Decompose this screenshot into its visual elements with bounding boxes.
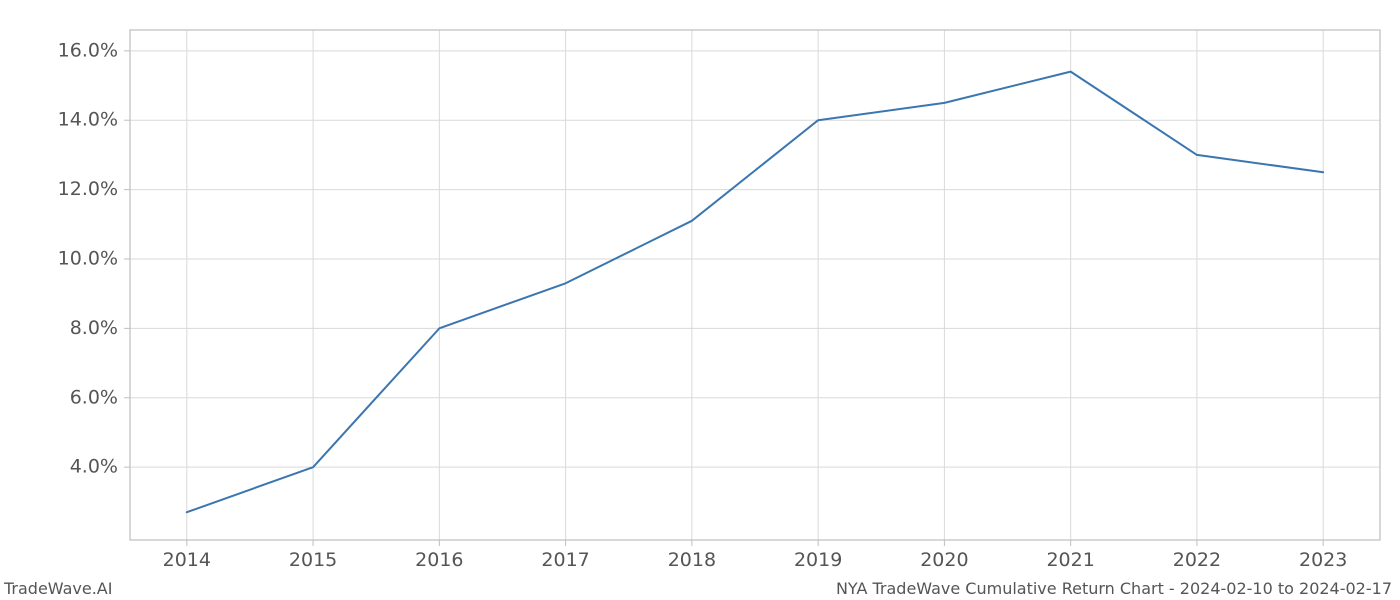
x-tick-label: 2023 xyxy=(1299,549,1347,571)
y-tick-label: 10.0% xyxy=(58,247,118,269)
x-tick-label: 2020 xyxy=(920,549,968,571)
x-tick-label: 2017 xyxy=(541,549,589,571)
x-tick-label: 2021 xyxy=(1046,549,1094,571)
footer-title: NYA TradeWave Cumulative Return Chart - … xyxy=(836,579,1392,598)
y-tick-label: 16.0% xyxy=(58,39,118,61)
line-chart: 4.0% 6.0% 8.0% 10.0% 12.0% 14.0% 16.0% 2014 2015… xyxy=(0,0,1400,600)
y-tick-label: 4.0% xyxy=(70,456,118,478)
chart-container: 4.0% 6.0% 8.0% 10.0% 12.0% 14.0% 16.0% 2014 2015… xyxy=(0,0,1400,600)
x-tick-label: 2022 xyxy=(1173,549,1221,571)
x-tick-label: 2019 xyxy=(794,549,842,571)
y-tick-label: 12.0% xyxy=(58,178,118,200)
x-tick-label: 2014 xyxy=(163,549,211,571)
y-tick-label: 14.0% xyxy=(58,109,118,131)
x-tick-label: 2018 xyxy=(668,549,716,571)
x-tick-label: 2015 xyxy=(289,549,337,571)
x-tick-label: 2016 xyxy=(415,549,463,571)
y-tick-label: 8.0% xyxy=(70,317,118,339)
y-tick-label: 6.0% xyxy=(70,386,118,408)
footer-brand: TradeWave.AI xyxy=(4,579,112,598)
